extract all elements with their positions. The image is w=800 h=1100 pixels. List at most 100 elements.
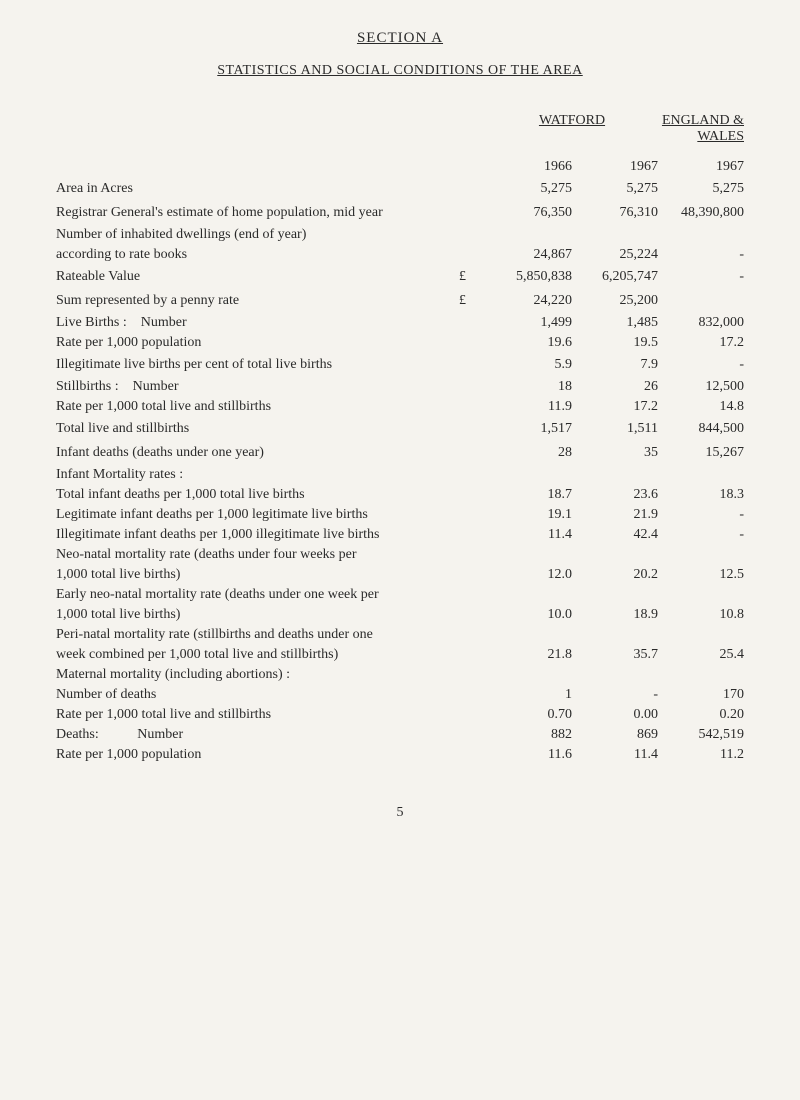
row-label: Rate per 1,000 population xyxy=(56,745,486,765)
row-label: Rateable Value £ xyxy=(56,265,486,289)
row-label: Rate per 1,000 population xyxy=(56,333,486,353)
cell: 0.20 xyxy=(658,705,744,725)
table-row: Peri-natal mortality rate (stillbirths a… xyxy=(56,625,744,645)
table-row: Live Births : Number 1,499 1,485 832,000 xyxy=(56,313,744,333)
row-label: Legitimate infant deaths per 1,000 legit… xyxy=(56,505,486,525)
cell: 76,310 xyxy=(572,201,658,225)
row-label: Infant Mortality rates : xyxy=(56,465,486,485)
cell: 21.8 xyxy=(486,645,572,665)
cell: 0.00 xyxy=(572,705,658,725)
cell: 10.8 xyxy=(658,605,744,625)
cell: 5,275 xyxy=(658,177,744,201)
cell: 844,500 xyxy=(658,417,744,441)
header-england: ENGLAND & WALES xyxy=(658,111,744,147)
row-label: Area in Acres xyxy=(56,177,486,201)
cell: 11.6 xyxy=(486,745,572,765)
section-title: SECTION A xyxy=(56,30,744,47)
cell: 24,867 xyxy=(486,245,572,265)
cell: 14.8 xyxy=(658,397,744,417)
row-label: Maternal mortality (including abortions)… xyxy=(56,665,486,685)
table-row: week combined per 1,000 total live and s… xyxy=(56,645,744,665)
cell: - xyxy=(658,525,744,545)
row-label: Rate per 1,000 total live and stillbirth… xyxy=(56,705,486,725)
table-row: Registrar General's estimate of home pop… xyxy=(56,201,744,225)
cell: 76,350 xyxy=(486,201,572,225)
table-row: Number of inhabited dwellings (end of ye… xyxy=(56,225,744,245)
year-1966: 1966 xyxy=(486,157,572,177)
cell: 20.2 xyxy=(572,565,658,585)
cell: 21.9 xyxy=(572,505,658,525)
row-label: Neo-natal mortality rate (deaths under f… xyxy=(56,545,486,565)
cell: 11.9 xyxy=(486,397,572,417)
table-row: Early neo-natal mortality rate (deaths u… xyxy=(56,585,744,605)
header-watford: WATFORD xyxy=(486,111,658,147)
cell: 7.9 xyxy=(572,353,658,377)
cell: - xyxy=(658,245,744,265)
currency-prefix: £ xyxy=(459,293,486,309)
cell: 1,517 xyxy=(486,417,572,441)
cell: 28 xyxy=(486,441,572,465)
cell: 19.1 xyxy=(486,505,572,525)
cell: - xyxy=(572,685,658,705)
table-row: Rate per 1,000 population 19.6 19.5 17.2 xyxy=(56,333,744,353)
row-label: Live Births : Number xyxy=(56,313,486,333)
cell: 15,267 xyxy=(658,441,744,465)
table-row: Illegitimate infant deaths per 1,000 ill… xyxy=(56,525,744,545)
row-label: Sum represented by a penny rate £ xyxy=(56,289,486,313)
label-text: Sum represented by a penny rate xyxy=(56,293,239,308)
table-row: Infant deaths (deaths under one year) 28… xyxy=(56,441,744,465)
row-label: Total infant deaths per 1,000 total live… xyxy=(56,485,486,505)
table-row: Total live and stillbirths 1,517 1,511 8… xyxy=(56,417,744,441)
page-number: 5 xyxy=(56,805,744,821)
cell: - xyxy=(658,353,744,377)
cell: 1,511 xyxy=(572,417,658,441)
table-row: Sum represented by a penny rate £ 24,220… xyxy=(56,289,744,313)
row-label: 1,000 total live births) xyxy=(56,565,486,585)
cell: 17.2 xyxy=(658,333,744,353)
label-text: Rateable Value xyxy=(56,269,140,284)
row-label: Infant deaths (deaths under one year) xyxy=(56,441,486,465)
row-label: according to rate books xyxy=(56,245,486,265)
table-row: Rate per 1,000 population 11.6 11.4 11.2 xyxy=(56,745,744,765)
row-label: Number of deaths xyxy=(56,685,486,705)
row-label: Illegitimate live births per cent of tot… xyxy=(56,353,486,377)
cell: 25,200 xyxy=(572,289,658,313)
table-row: Rateable Value £ 5,850,838 6,205,747 - xyxy=(56,265,744,289)
cell: - xyxy=(658,265,744,289)
cell: 42.4 xyxy=(572,525,658,545)
table-row: Illegitimate live births per cent of tot… xyxy=(56,353,744,377)
table-row: 1,000 total live births) 10.0 18.9 10.8 xyxy=(56,605,744,625)
cell: 5,275 xyxy=(572,177,658,201)
cell: 882 xyxy=(486,725,572,745)
cell: 18.9 xyxy=(572,605,658,625)
cell: 12.5 xyxy=(658,565,744,585)
row-label: Peri-natal mortality rate (stillbirths a… xyxy=(56,625,486,645)
cell: 5.9 xyxy=(486,353,572,377)
cell: 18.7 xyxy=(486,485,572,505)
cell: 832,000 xyxy=(658,313,744,333)
cell: 869 xyxy=(572,725,658,745)
cell: 10.0 xyxy=(486,605,572,625)
cell: 1 xyxy=(486,685,572,705)
cell: 170 xyxy=(658,685,744,705)
cell: 35 xyxy=(572,441,658,465)
cell: 5,275 xyxy=(486,177,572,201)
subtitle: STATISTICS AND SOCIAL CONDITIONS OF THE … xyxy=(56,63,744,79)
row-label: Deaths: Number xyxy=(56,725,486,745)
row-label: 1,000 total live births) xyxy=(56,605,486,625)
cell: - xyxy=(658,505,744,525)
table-row: Rate per 1,000 total live and stillbirth… xyxy=(56,705,744,725)
statistics-table: WATFORD ENGLAND & WALES 1966 1967 1967 A… xyxy=(56,111,744,765)
table-row: Stillbirths : Number 18 26 12,500 xyxy=(56,377,744,397)
row-label: Rate per 1,000 total live and stillbirth… xyxy=(56,397,486,417)
cell: 18 xyxy=(486,377,572,397)
cell: 25.4 xyxy=(658,645,744,665)
row-label: Illegitimate infant deaths per 1,000 ill… xyxy=(56,525,486,545)
cell: 23.6 xyxy=(572,485,658,505)
cell: 26 xyxy=(572,377,658,397)
cell: 12,500 xyxy=(658,377,744,397)
table-row: Deaths: Number 882 869 542,519 xyxy=(56,725,744,745)
year-1967b: 1967 xyxy=(658,157,744,177)
cell: 542,519 xyxy=(658,725,744,745)
table-row: Number of deaths 1 - 170 xyxy=(56,685,744,705)
